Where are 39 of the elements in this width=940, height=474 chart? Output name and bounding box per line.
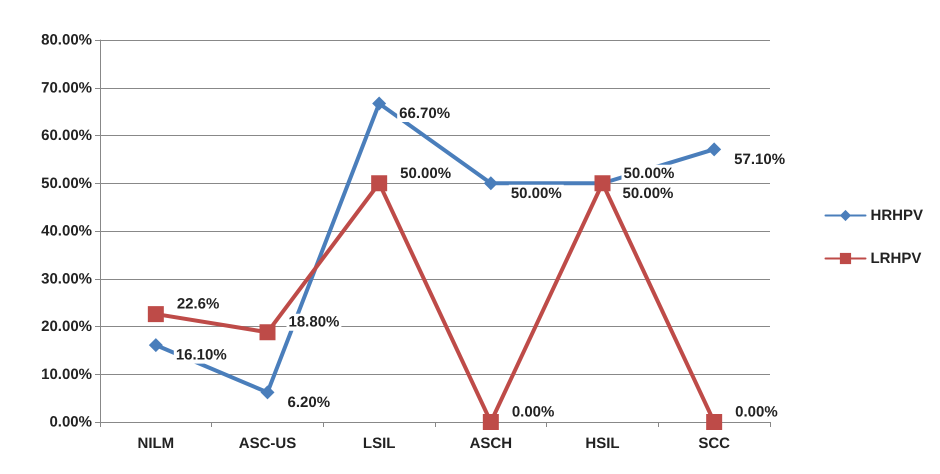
data-label: 50.00% [510, 184, 562, 202]
point [260, 324, 276, 340]
point [371, 175, 388, 192]
y-tick-label: 40.00% [41, 222, 92, 240]
data-label: 50.00% [624, 164, 674, 182]
legend-label: HRHPV [870, 207, 924, 224]
y-tick-label: 80.00% [41, 32, 92, 48]
y-tick-label: 20.00% [41, 318, 92, 335]
data-label: 50.00% [400, 164, 452, 182]
data-label: 57.10% [734, 150, 786, 168]
x-tick-label: ASC-US [238, 435, 296, 452]
y-tick-label: 10.00% [41, 366, 92, 383]
x-tick-label: ASCH [470, 435, 512, 452]
point [706, 414, 722, 430]
point [707, 142, 722, 156]
legend-label: LRHPV [870, 250, 922, 267]
point [372, 96, 386, 111]
x-tick-label: NILM [137, 435, 174, 452]
x-tick-label: LSIL [362, 435, 396, 452]
point [482, 414, 499, 430]
data-label: 22.6% [176, 296, 220, 313]
y-tick-label: 50.00% [41, 174, 92, 192]
x-tick-label: HSIL [585, 435, 620, 452]
data-label: 6.20% [288, 394, 330, 411]
point [148, 306, 164, 322]
y-tick-label: 30.00% [41, 270, 92, 288]
data-label: 66.70% [399, 105, 450, 122]
y-tick-label: 0.00% [49, 414, 92, 430]
y-tick-label: 60.00% [41, 127, 92, 144]
data-label: 16.10% [176, 346, 227, 364]
point [148, 338, 163, 352]
data-label: 0.00% [512, 404, 554, 420]
point [260, 385, 274, 400]
y-tick-label: 70.00% [41, 79, 92, 96]
point [484, 176, 498, 190]
data-label: 18.80% [288, 314, 340, 331]
data-label: 50.00% [622, 184, 674, 202]
data-label: 0.00% [735, 404, 778, 420]
x-tick-label: SCC [698, 435, 730, 452]
